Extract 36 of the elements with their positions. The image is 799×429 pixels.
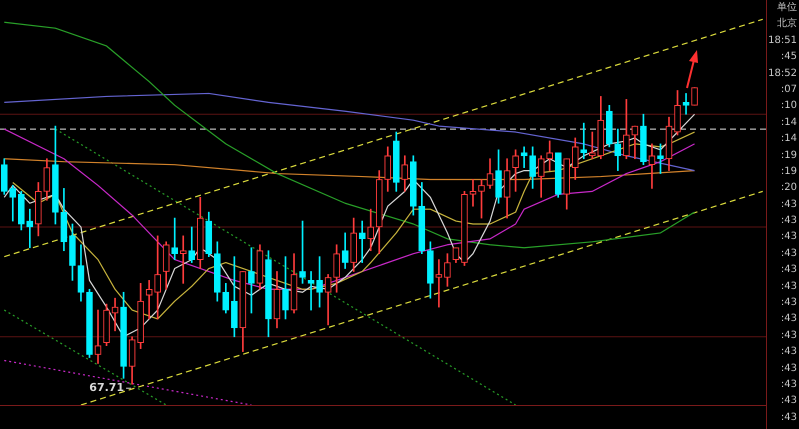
- text: :43: [780, 394, 798, 408]
- text: :19: [780, 148, 798, 163]
- text: :43: [780, 214, 798, 228]
- text: :19: [780, 164, 798, 179]
- text: :43: [780, 230, 798, 244]
- text: :43: [780, 362, 798, 376]
- text: :43: [780, 345, 798, 360]
- candlestick: [112, 298, 118, 332]
- text: :43: [780, 263, 798, 278]
- candlestick: [682, 93, 690, 115]
- text: :43: [780, 312, 798, 326]
- text: :14: [780, 132, 798, 146]
- text: 单位: [776, 0, 798, 15]
- text: :43: [780, 198, 798, 212]
- candlestick: [478, 179, 485, 218]
- candlestick: [299, 220, 306, 284]
- text: 18:52: [767, 66, 798, 81]
- text: 北京: [776, 16, 798, 32]
- annotation: 67.71: [89, 381, 124, 394]
- candlestick: [94, 310, 102, 364]
- text: :10: [780, 99, 798, 114]
- text: :43: [780, 280, 798, 294]
- text: :43: [780, 296, 798, 310]
- text: :07: [780, 82, 798, 97]
- text: :43: [780, 410, 798, 425]
- candlestick: [648, 144, 656, 189]
- candlestick: [470, 179, 476, 207]
- text: :43: [780, 328, 798, 343]
- candlestick: [657, 144, 664, 174]
- text: :45: [780, 50, 798, 64]
- text: :20: [780, 181, 798, 196]
- text: :43: [780, 378, 798, 392]
- text: 18:51: [767, 34, 798, 48]
- text: :43: [780, 246, 798, 261]
- candlestick: [308, 271, 314, 310]
- text: :14: [780, 116, 798, 130]
